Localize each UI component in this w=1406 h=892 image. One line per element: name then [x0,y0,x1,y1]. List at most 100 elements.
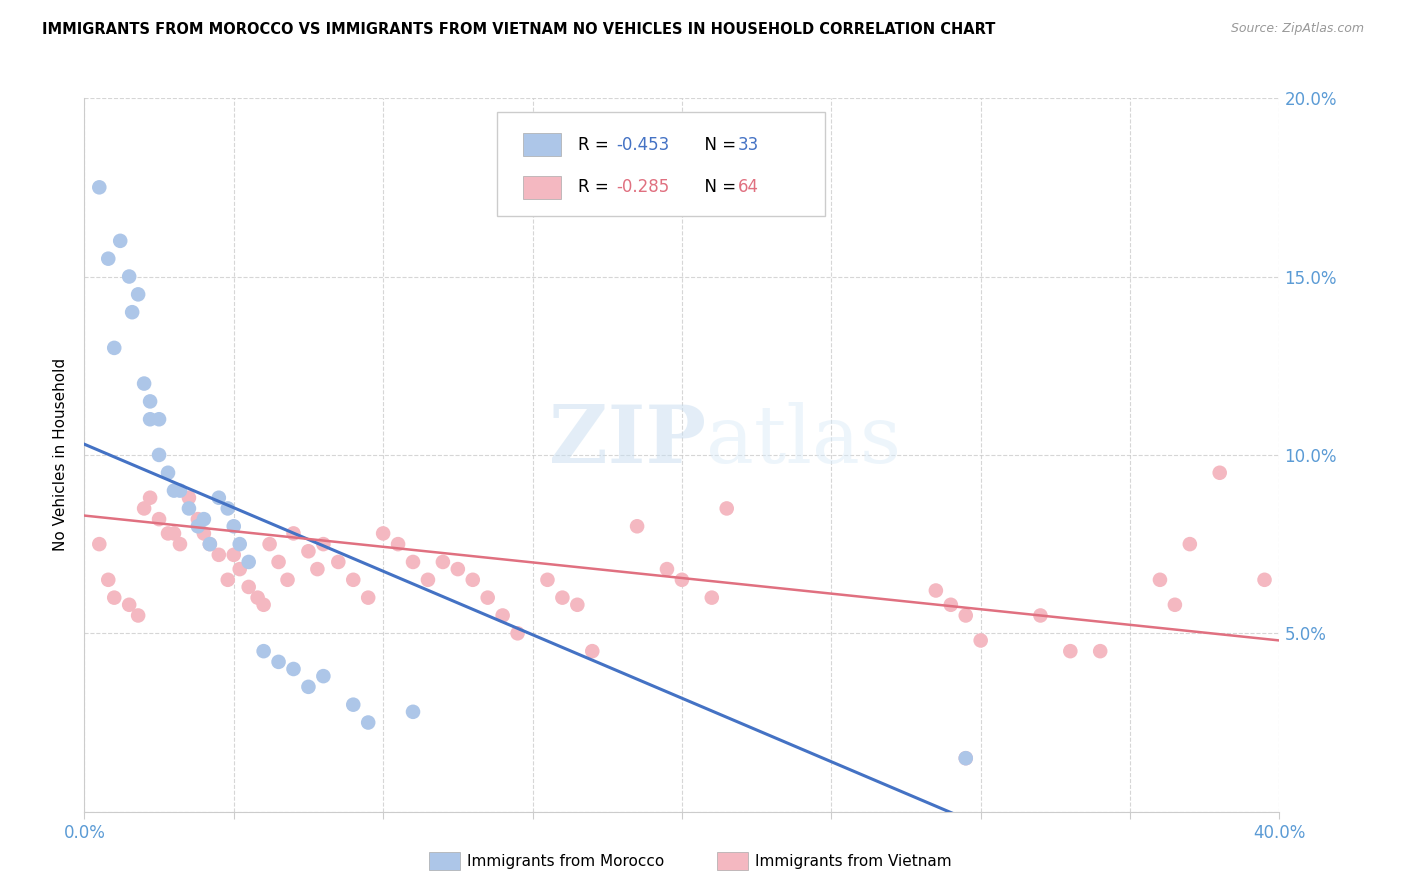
FancyBboxPatch shape [523,133,561,156]
Point [402,705,425,719]
Text: R =: R = [578,136,614,153]
Point [1164,598,1187,612]
Point [716,501,738,516]
Text: N =: N = [695,178,741,196]
Point [187,512,209,526]
Point [357,591,380,605]
Point [157,526,180,541]
Point [217,573,239,587]
Point [89,180,111,194]
Point [955,608,977,623]
Point [955,751,977,765]
Point [432,555,454,569]
Text: 64: 64 [738,178,759,196]
Point [163,526,186,541]
Point [148,412,170,426]
Point [416,573,439,587]
Point [177,501,200,516]
Point [1029,608,1052,623]
Text: Immigrants from Vietnam: Immigrants from Vietnam [755,855,952,869]
Text: Immigrants from Morocco: Immigrants from Morocco [467,855,664,869]
Point [371,526,394,541]
Point [357,715,380,730]
Point [118,598,141,612]
Point [1059,644,1081,658]
Point [402,555,425,569]
Point [121,305,143,319]
Point [246,591,269,605]
Point [222,519,245,533]
Point [581,644,603,658]
Point [297,544,319,558]
Point [169,537,191,551]
Text: IMMIGRANTS FROM MOROCCO VS IMMIGRANTS FROM VIETNAM NO VEHICLES IN HOUSEHOLD CORR: IMMIGRANTS FROM MOROCCO VS IMMIGRANTS FR… [42,22,995,37]
Point [208,548,231,562]
Point [277,573,299,587]
Text: -0.453: -0.453 [616,136,669,153]
Point [177,491,200,505]
Point [267,555,290,569]
Point [342,573,364,587]
Point [238,555,260,569]
Text: 33: 33 [738,136,759,153]
Point [312,537,335,551]
Point [671,573,693,587]
Point [193,512,215,526]
Point [655,562,678,576]
Point [97,252,120,266]
Point [110,234,132,248]
Point [139,412,162,426]
Point [97,573,120,587]
Point [955,751,977,765]
Point [461,573,484,587]
Point [700,591,723,605]
Point [567,598,589,612]
Point [970,633,993,648]
Point [148,448,170,462]
Text: -0.285: -0.285 [616,178,669,196]
Point [342,698,364,712]
Point [1253,573,1275,587]
Point [477,591,499,605]
Point [283,662,305,676]
Point [551,591,574,605]
Point [492,608,515,623]
Point [312,669,335,683]
Point [939,598,962,612]
Point [328,555,350,569]
Point [103,341,125,355]
Point [626,519,648,533]
Point [228,537,252,551]
Point [506,626,529,640]
Point [253,598,276,612]
Point [238,580,260,594]
Y-axis label: No Vehicles in Household: No Vehicles in Household [53,359,69,551]
Point [132,501,156,516]
Point [208,491,231,505]
Point [267,655,290,669]
Point [89,537,111,551]
Point [198,537,221,551]
Point [187,519,209,533]
Point [198,537,221,551]
Point [283,526,305,541]
Point [1178,537,1201,551]
Point [536,573,558,587]
Point [127,608,149,623]
Text: ZIP: ZIP [548,401,706,480]
Point [118,269,141,284]
Point [148,512,170,526]
Point [163,483,186,498]
Point [132,376,156,391]
Text: N =: N = [695,136,741,153]
Point [139,491,162,505]
Text: atlas: atlas [706,401,901,480]
Point [139,394,162,409]
Point [127,287,149,301]
Point [157,466,180,480]
FancyBboxPatch shape [523,176,561,199]
Point [103,591,125,605]
FancyBboxPatch shape [496,112,825,216]
Point [387,537,409,551]
Point [222,548,245,562]
